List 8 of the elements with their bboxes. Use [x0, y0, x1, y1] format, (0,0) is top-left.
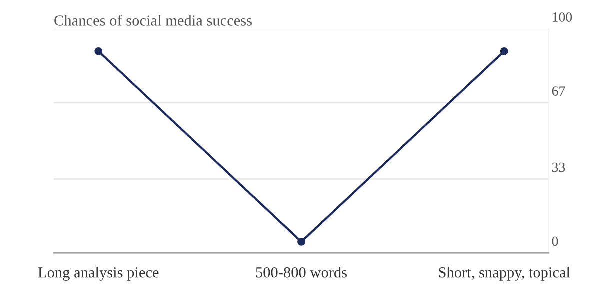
x-tick-label: Long analysis piece: [38, 267, 159, 281]
chart-title: Chances of social media success: [54, 14, 252, 26]
x-tick-label: 500-800 words: [256, 267, 347, 278]
y-tick-label: 100: [553, 12, 572, 22]
x-tick-label: Short, snappy, topical: [439, 267, 570, 281]
y-tick-label: 0: [552, 236, 558, 246]
y-tick-label: 33: [552, 162, 566, 172]
y-tick-label: 67: [552, 86, 566, 96]
